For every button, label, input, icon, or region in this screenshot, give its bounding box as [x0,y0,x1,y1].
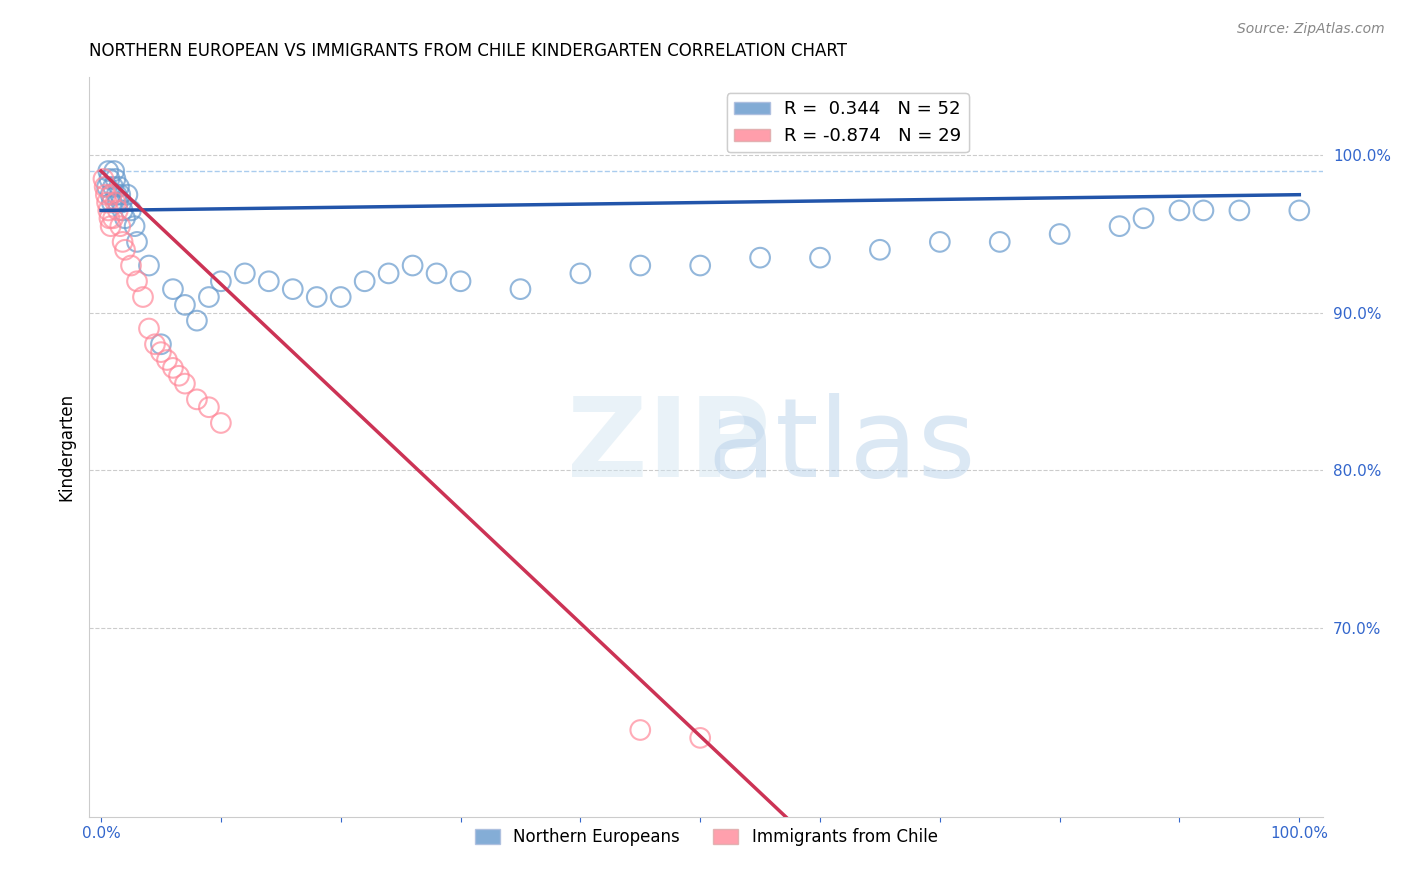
Point [104,172,127,186]
Point [101,179,124,194]
Point [111,235,134,249]
Point [98,211,121,226]
Point [257,274,280,288]
Point [808,251,831,265]
Point [628,723,651,737]
Point [103,164,125,178]
Point [138,259,160,273]
Point [143,337,166,351]
Point [138,321,160,335]
Point [450,274,472,288]
Text: ZIP: ZIP [568,393,770,500]
Point [186,392,208,407]
Point [281,282,304,296]
Point [96,179,118,194]
Point [353,274,375,288]
Point [209,274,232,288]
Point [988,235,1011,249]
Point [174,298,197,312]
Point [198,401,221,415]
Point [110,195,132,210]
Point [329,290,352,304]
Point [125,274,148,288]
Point [162,360,184,375]
Point [96,195,118,210]
Text: atlas: atlas [707,393,976,500]
Point [98,172,121,186]
Point [100,219,122,234]
Point [94,187,117,202]
Point [107,203,129,218]
Point [569,267,592,281]
Point [928,235,950,249]
Point [377,267,399,281]
Point [401,259,423,273]
Point [114,211,136,226]
Point [1192,203,1215,218]
Point [198,290,221,304]
Point [628,259,651,273]
Point [110,219,132,234]
Point [1168,203,1191,218]
Point [120,259,142,273]
Point [132,290,155,304]
Point [101,195,124,210]
Point [101,187,124,202]
Point [149,345,172,359]
Point [100,187,122,202]
Point [1288,203,1310,218]
Point [156,353,179,368]
Point [111,203,134,218]
Point [1108,219,1130,234]
Point [104,195,127,210]
Point [305,290,328,304]
Point [105,187,128,202]
Point [509,282,531,296]
Point [1229,203,1251,218]
Text: Source: ZipAtlas.com: Source: ZipAtlas.com [1237,22,1385,37]
Point [689,259,711,273]
Legend: R =  0.344   N = 52, R = -0.874   N = 29: R = 0.344 N = 52, R = -0.874 N = 29 [727,93,969,153]
Point [233,267,256,281]
Text: NORTHERN EUROPEAN VS IMMIGRANTS FROM CHILE KINDERGARTEN CORRELATION CHART: NORTHERN EUROPEAN VS IMMIGRANTS FROM CHI… [89,42,846,60]
Point [209,416,232,430]
Point [117,187,139,202]
Point [93,172,115,186]
Point [869,243,891,257]
Point [125,235,148,249]
Point [426,267,449,281]
Point [101,211,124,226]
Point [97,203,120,218]
Point [186,313,208,327]
Point [174,376,197,391]
Point [110,187,132,202]
Point [108,179,131,194]
Point [749,251,772,265]
Point [689,731,711,745]
Point [162,282,184,296]
Point [107,195,129,210]
Point [97,164,120,178]
Y-axis label: Kindergarten: Kindergarten [58,392,75,500]
Point [149,337,172,351]
Point [93,179,115,194]
Point [1049,227,1071,241]
Point [124,219,146,234]
Point [167,368,190,383]
Point [114,243,136,257]
Point [120,203,142,218]
Point [1132,211,1154,226]
